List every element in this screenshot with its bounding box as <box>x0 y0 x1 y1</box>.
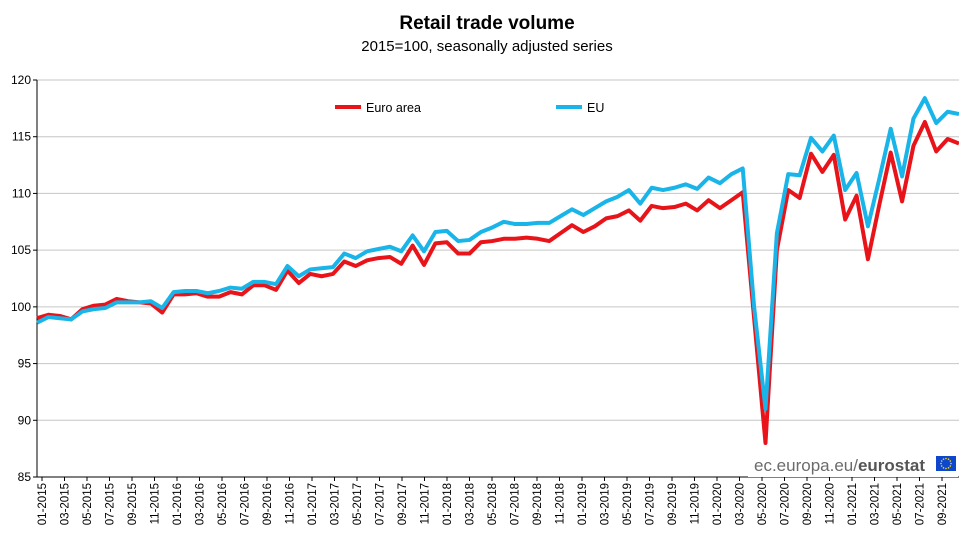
flag-star <box>942 467 945 469</box>
series-line-euro-area <box>36 119 959 445</box>
x-tick-label: 07-2019 <box>645 483 657 525</box>
x-tick-label: 03-2016 <box>195 483 207 525</box>
x-tick-label: 09-2020 <box>802 483 814 525</box>
series-lines <box>36 96 959 445</box>
x-tick-label: 05-2017 <box>352 483 364 525</box>
x-tick-label: 07-2020 <box>780 483 792 525</box>
eu-flag-field <box>936 456 956 471</box>
x-tick-label: 09-2017 <box>397 483 409 525</box>
y-tick-label-115: 115 <box>12 130 31 144</box>
x-tick-label: 03-2019 <box>600 483 612 525</box>
x-tick-label: 11-2017 <box>420 483 432 524</box>
x-tick-label: 03-2017 <box>330 483 342 525</box>
x-tick-label: 07-2017 <box>375 483 387 525</box>
flag-star <box>940 462 942 465</box>
legend: Euro area EU <box>335 101 604 115</box>
eu-flag-icon <box>936 456 956 471</box>
y-tick-label-90: 90 <box>18 413 32 427</box>
flag-star <box>947 467 950 469</box>
flag-star <box>945 457 947 460</box>
gridlines <box>37 79 959 421</box>
x-tick-label: 05-2021 <box>892 483 904 525</box>
x-tick-label: 03-2021 <box>870 483 882 525</box>
chart-title: Retail trade volume <box>399 13 574 34</box>
x-tick-label: 01-2019 <box>577 483 589 525</box>
x-tick-label: 01-2020 <box>712 483 724 525</box>
x-tick-label: 09-2019 <box>667 483 679 525</box>
brand-name: eurostat <box>858 456 925 475</box>
x-axis-ticks: 01-2015 03-2015 05-2015 07-2015 09-2015 11-20… <box>37 477 949 525</box>
eurostat-branding: ec.europa.eu/eurostat <box>748 453 958 477</box>
brand-prefix: ec.europa.eu/ <box>754 456 858 475</box>
x-tick-label: 11-2016 <box>285 483 297 524</box>
x-tick-label: 07-2016 <box>240 483 252 525</box>
y-tick-label-95: 95 <box>18 357 32 371</box>
x-tick-label: 05-2015 <box>82 483 94 525</box>
branding-text: ec.europa.eu/eurostat <box>754 456 925 475</box>
x-tick-label: 01-2017 <box>307 483 319 525</box>
eu-flag-stars <box>940 457 952 470</box>
x-tick-label: 07-2021 <box>915 483 927 525</box>
x-tick-label: 09-2018 <box>532 483 544 525</box>
y-tick-label-100: 100 <box>11 300 31 314</box>
flag-star <box>949 465 952 467</box>
x-tick-label: 11-2019 <box>690 483 702 524</box>
legend-label-euro-area: Euro area <box>366 101 421 115</box>
y-tick-label-110: 110 <box>12 186 31 200</box>
x-tick-label: 01-2021 <box>847 483 859 525</box>
y-axis-ticks: 85 90 95 100 105 110 115 120 <box>11 73 959 484</box>
flag-star <box>950 462 952 465</box>
x-tick-label: 05-2020 <box>757 483 769 525</box>
x-tick-label: 07-2018 <box>510 483 522 525</box>
legend-label-eu: EU <box>587 101 604 115</box>
x-tick-label: 05-2018 <box>487 483 499 525</box>
x-tick-label: 03-2020 <box>735 483 747 525</box>
y-tick-label-120: 120 <box>11 73 31 87</box>
x-tick-label: 09-2015 <box>127 483 139 525</box>
chart-subtitle: 2015=100, seasonally adjusted series <box>361 38 612 55</box>
x-tick-label: 03-2015 <box>60 483 72 525</box>
flag-star <box>949 460 952 462</box>
flag-star <box>942 458 945 460</box>
series-line-eu <box>36 96 959 411</box>
flag-star <box>947 458 950 460</box>
x-tick-label: 07-2015 <box>105 483 117 525</box>
x-tick-label: 05-2019 <box>622 483 634 525</box>
y-tick-label-85: 85 <box>18 470 32 484</box>
x-tick-label: 11-2020 <box>825 483 837 524</box>
flag-star <box>945 467 947 470</box>
x-tick-label: 09-2021 <box>937 483 949 525</box>
flag-star <box>940 465 943 467</box>
y-tick-label-105: 105 <box>11 243 31 257</box>
x-tick-label: 03-2018 <box>465 483 477 525</box>
x-tick-label: 01-2016 <box>172 483 184 525</box>
x-tick-label: 01-2015 <box>37 483 49 525</box>
x-tick-label: 11-2015 <box>150 483 162 524</box>
x-tick-label: 01-2018 <box>442 483 454 525</box>
x-tick-label: 11-2018 <box>555 483 567 524</box>
flag-star <box>940 460 943 462</box>
x-tick-label: 05-2016 <box>217 483 229 525</box>
x-tick-label: 09-2016 <box>262 483 274 525</box>
branding-background <box>748 453 958 477</box>
